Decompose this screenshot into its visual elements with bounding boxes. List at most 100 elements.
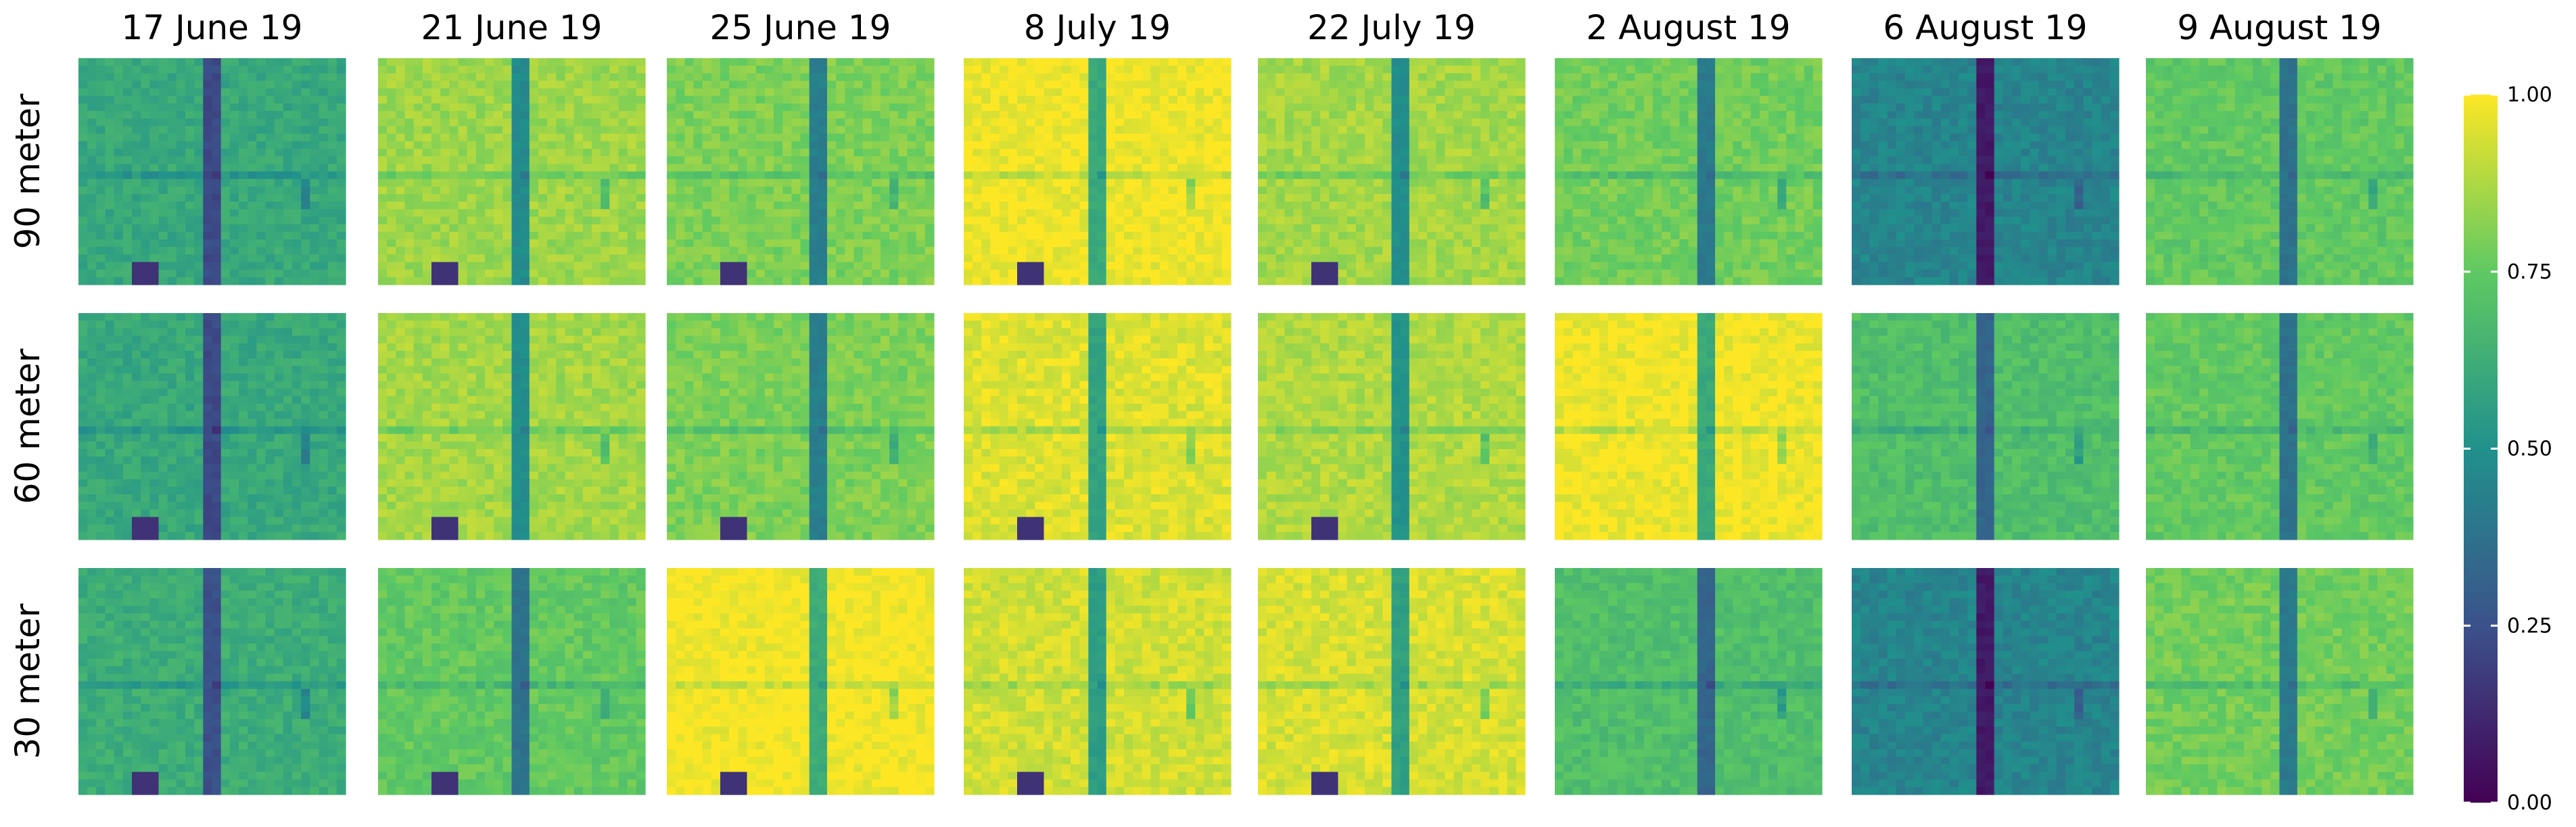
heatmap-cell xyxy=(964,58,973,66)
heatmap-cell xyxy=(964,194,973,202)
heatmap-cell xyxy=(627,277,637,285)
heatmap-cell xyxy=(1365,80,1374,89)
heatmap-cell xyxy=(1409,254,1419,263)
heatmap-cell xyxy=(1365,224,1374,233)
heatmap-cell xyxy=(274,156,284,164)
heatmap-cell xyxy=(871,111,881,119)
heatmap-cell xyxy=(729,133,739,142)
heatmap-cell xyxy=(702,164,712,172)
heatmap-cell xyxy=(1812,149,1823,157)
heatmap-cell xyxy=(203,126,213,135)
heatmap-cell xyxy=(1052,126,1062,135)
heatmap-cell xyxy=(1409,202,1419,210)
heatmap-cell xyxy=(1338,88,1348,97)
heatmap-cell xyxy=(1320,126,1330,135)
heatmap-cell xyxy=(627,179,637,187)
heatmap-cell xyxy=(973,156,982,164)
heatmap-cell xyxy=(1204,171,1214,180)
heatmap-cell xyxy=(1204,262,1214,270)
heatmap-cell xyxy=(827,179,837,187)
heatmap-cell xyxy=(693,133,703,142)
heatmap-cell xyxy=(1320,141,1330,149)
heatmap-cell xyxy=(1480,209,1490,218)
heatmap-cell xyxy=(711,156,721,164)
heatmap-cell xyxy=(1293,58,1303,66)
heatmap-cell xyxy=(1221,277,1232,285)
heatmap-cell xyxy=(827,202,837,210)
heatmap-cell xyxy=(167,194,177,202)
heatmap-cell xyxy=(458,194,468,202)
heatmap-cell xyxy=(1044,126,1054,135)
heatmap-cell xyxy=(1626,141,1636,149)
heatmap-cell xyxy=(1472,88,1481,97)
heatmap-cell xyxy=(981,58,991,66)
heatmap-cell xyxy=(114,171,124,180)
heatmap-cell xyxy=(494,277,503,285)
heatmap-cell xyxy=(898,277,908,285)
heatmap-cell xyxy=(1346,80,1357,89)
heatmap-cell xyxy=(1088,95,1098,104)
heatmap-cell xyxy=(1142,118,1152,127)
heatmap-cell xyxy=(1061,262,1071,270)
heatmap-cell xyxy=(229,141,239,149)
heatmap-cell xyxy=(1382,194,1392,202)
heatmap-cell xyxy=(800,216,810,225)
heatmap-cell xyxy=(327,216,337,225)
heatmap-cell xyxy=(667,209,676,218)
heatmap-cell xyxy=(1555,164,1564,172)
heatmap-cell xyxy=(1338,141,1348,149)
heatmap-cell xyxy=(96,239,106,247)
heatmap-cell xyxy=(1168,269,1178,278)
heatmap-cell xyxy=(1688,58,1698,66)
heatmap-cell xyxy=(1608,80,1618,89)
heatmap-cell xyxy=(1302,179,1312,187)
heatmap-cell xyxy=(1302,133,1312,142)
heatmap-cell xyxy=(440,179,450,187)
heatmap-cell xyxy=(556,73,566,82)
heatmap-cell xyxy=(853,194,864,202)
heatmap-cell xyxy=(609,156,619,164)
heatmap-cell xyxy=(1071,118,1080,127)
heatmap-cell xyxy=(1106,239,1116,247)
heatmap-cell xyxy=(1462,66,1472,74)
heatmap-cell xyxy=(1626,118,1636,127)
heatmap-cell xyxy=(1608,66,1618,74)
heatmap-cell xyxy=(141,103,150,112)
heatmap-cell xyxy=(1795,95,1805,104)
heatmap-cell xyxy=(149,80,160,89)
heatmap-cell xyxy=(1213,133,1223,142)
heatmap-cell xyxy=(981,179,991,187)
heatmap-cell xyxy=(440,216,450,225)
heatmap-cell xyxy=(547,126,557,135)
heatmap-cell xyxy=(676,231,685,240)
heatmap-cell xyxy=(87,95,97,104)
heatmap-cell xyxy=(636,179,646,187)
heatmap-cell xyxy=(667,88,676,97)
heatmap-cell xyxy=(176,118,186,127)
heatmap-cell xyxy=(1159,202,1169,210)
heatmap-cell xyxy=(881,73,890,82)
heatmap-cell xyxy=(520,111,530,119)
heatmap-cell xyxy=(502,269,513,278)
heatmap-cell xyxy=(1786,88,1796,97)
heatmap-cell xyxy=(1679,66,1689,74)
heatmap-cell xyxy=(149,277,160,285)
heatmap-cell xyxy=(1507,80,1517,89)
heatmap-cell xyxy=(1168,194,1178,202)
heatmap-cell xyxy=(1115,126,1125,135)
heatmap-cell xyxy=(387,95,396,104)
heatmap-cell xyxy=(684,103,695,112)
heatmap-cell xyxy=(881,66,890,74)
heatmap-cell xyxy=(889,202,899,210)
heatmap-cell xyxy=(684,80,695,89)
heatmap-cell xyxy=(538,171,548,180)
heatmap-cell xyxy=(105,269,115,278)
heatmap-cell xyxy=(871,171,881,180)
heatmap-cell xyxy=(176,171,186,180)
heatmap-cell xyxy=(283,194,293,202)
heatmap-cell xyxy=(283,73,293,82)
heatmap-cell xyxy=(122,80,133,89)
heatmap-cell xyxy=(1489,277,1499,285)
heatmap-cell xyxy=(711,171,721,180)
heatmap-cell xyxy=(720,88,730,97)
